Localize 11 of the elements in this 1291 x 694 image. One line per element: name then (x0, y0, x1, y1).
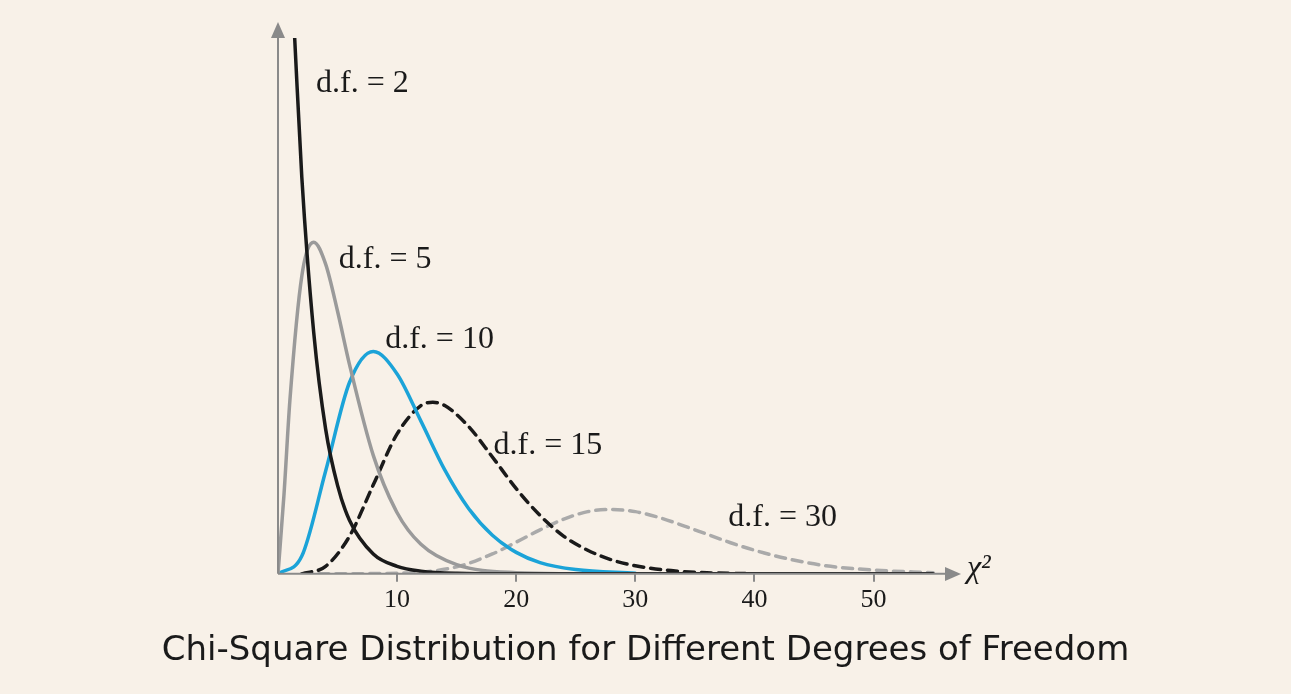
series-label: d.f. = 10 (385, 318, 494, 355)
x-tick-label: 30 (622, 584, 649, 614)
series-label: d.f. = 15 (493, 424, 603, 461)
x-tick-label: 40 (741, 584, 768, 614)
series-label: d.f. = 2 (316, 63, 409, 100)
series-label: d.f. = 30 (728, 496, 837, 533)
series-label: d.f. = 5 (338, 238, 432, 275)
x-tick-label: 50 (860, 584, 887, 614)
x-tick-label: 20 (503, 584, 530, 614)
text: Chi-Square Distribution for Different Degrees of Freedom (160, 628, 1131, 668)
x-tick-label: 10 (384, 584, 411, 614)
